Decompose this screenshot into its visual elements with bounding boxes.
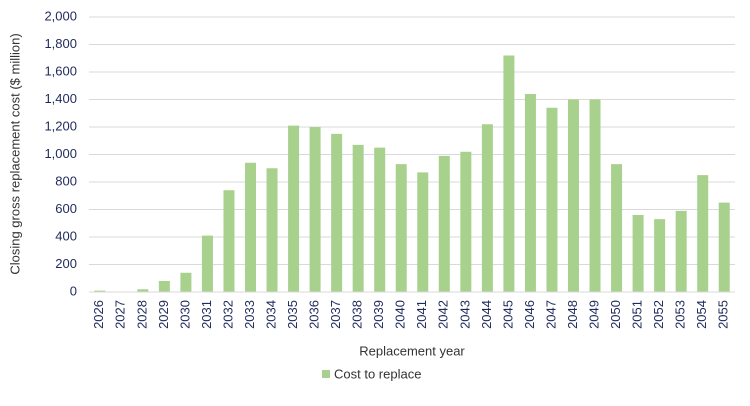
x-tick-label: 2026 xyxy=(91,300,106,329)
bar xyxy=(309,127,321,292)
bar xyxy=(589,99,601,292)
bar xyxy=(158,281,170,292)
bar xyxy=(675,210,687,292)
x-tick-label: 2050 xyxy=(608,300,623,329)
x-tick-label: 2049 xyxy=(586,300,601,329)
x-tick-label: 2045 xyxy=(500,300,515,329)
bar xyxy=(438,155,450,292)
x-tick-label: 2043 xyxy=(457,300,472,329)
x-tick-label: 2031 xyxy=(199,300,214,329)
x-tick-label: 2040 xyxy=(393,300,408,329)
bar xyxy=(245,162,256,292)
x-tick-label: 2051 xyxy=(630,300,645,329)
bar xyxy=(568,99,579,292)
x-tick-label: 2027 xyxy=(113,300,128,329)
y-tick-label: 400 xyxy=(55,228,77,243)
x-tick-label: 2034 xyxy=(263,300,278,329)
y-tick-label: 1,400 xyxy=(44,91,77,106)
x-tick-label: 2039 xyxy=(371,300,386,329)
y-tick-label: 1,000 xyxy=(44,146,77,161)
x-tick-label: 2030 xyxy=(177,300,192,329)
bar xyxy=(718,202,730,292)
bar xyxy=(524,94,536,292)
x-axis-title: Replacement year xyxy=(359,343,465,358)
x-tick-label: 2053 xyxy=(673,300,688,329)
bar xyxy=(611,164,623,292)
y-tick-label: 1,200 xyxy=(44,118,77,133)
bar xyxy=(137,289,149,292)
bar xyxy=(395,164,407,292)
bar xyxy=(546,107,558,292)
bar xyxy=(94,290,106,292)
y-tick-label: 2,000 xyxy=(44,8,77,23)
x-tick-label: 2041 xyxy=(414,300,429,329)
legend-swatch xyxy=(322,370,330,378)
y-tick-label: 600 xyxy=(55,201,77,216)
bar xyxy=(266,168,278,292)
x-tick-label: 2052 xyxy=(651,300,666,329)
bar xyxy=(460,151,472,292)
bar xyxy=(654,219,666,292)
y-axis-title: Closing gross replacement cost ($ millio… xyxy=(7,33,22,274)
bar xyxy=(503,55,515,292)
legend-label: Cost to replace xyxy=(334,366,421,381)
bar xyxy=(288,125,300,292)
x-tick-label: 2044 xyxy=(479,300,494,329)
x-tick-label: 2033 xyxy=(242,300,257,329)
x-tick-label: 2055 xyxy=(716,300,731,329)
y-tick-label: 0 xyxy=(70,283,77,298)
x-tick-label: 2037 xyxy=(328,300,343,329)
x-tick-label: 2042 xyxy=(436,300,451,329)
x-tick-label: 2054 xyxy=(694,300,709,329)
x-tick-label: 2029 xyxy=(156,300,171,329)
y-tick-label: 800 xyxy=(55,173,77,188)
bar xyxy=(223,190,235,292)
bar xyxy=(632,215,644,292)
bar xyxy=(417,172,429,292)
y-tick-label: 1,800 xyxy=(44,36,77,51)
x-tick-label: 2028 xyxy=(134,300,149,329)
bar xyxy=(481,124,493,292)
x-tick-label: 2046 xyxy=(522,300,537,329)
y-tick-label: 200 xyxy=(55,256,77,271)
x-tick-label: 2036 xyxy=(307,300,322,329)
bar xyxy=(352,144,364,292)
bar xyxy=(374,147,386,292)
x-tick-label: 2035 xyxy=(285,300,300,329)
x-tick-label: 2038 xyxy=(350,300,365,329)
bar xyxy=(180,272,192,292)
bar xyxy=(697,175,709,292)
bar xyxy=(331,133,343,292)
x-tick-label: 2047 xyxy=(543,300,558,329)
x-tick-label: 2048 xyxy=(565,300,580,329)
x-tick-label: 2032 xyxy=(220,300,235,329)
y-tick-label: 1,600 xyxy=(44,63,77,78)
bar xyxy=(201,235,213,292)
